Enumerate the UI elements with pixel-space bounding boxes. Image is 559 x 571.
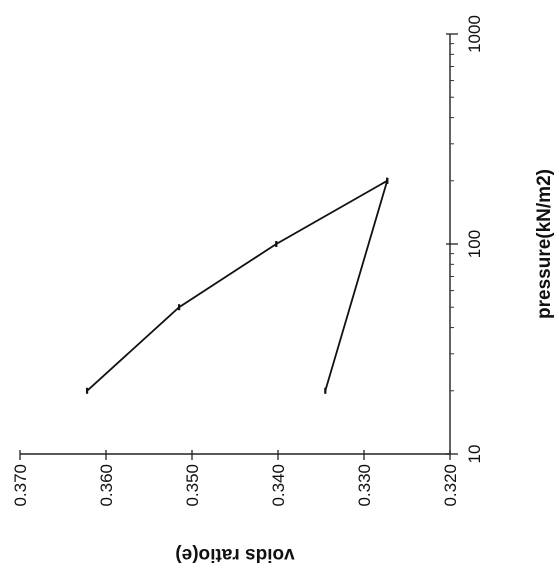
- x-tick-label: 100: [465, 230, 484, 258]
- x-tick-label: 1000: [465, 15, 484, 53]
- series-layer: [85, 177, 389, 394]
- y-axis-title: voids ratio(e): [175, 544, 294, 565]
- y-tick-label: 0.350: [183, 464, 202, 507]
- series-line: [324, 180, 389, 392]
- series-line: [86, 180, 388, 392]
- y-tick-label: 0.340: [269, 464, 288, 507]
- y-tick-label: 0.330: [355, 464, 374, 507]
- y-ticks: 0.320 0.330 0.340 0.350 0.360 0.370: [11, 450, 460, 507]
- y-tick-label: 0.370: [11, 464, 30, 507]
- x-tick-label: 10: [465, 445, 484, 464]
- y-tick-label: 0.360: [97, 464, 116, 507]
- x-ticks: 10 100 1000: [446, 15, 484, 463]
- y-tick-label: 0.320: [441, 464, 460, 507]
- chart-plot: 10 100 1000 0.320 0.330 0.340 0.350 0.360 0.370…: [11, 15, 555, 565]
- x-axis-title: pressure(kN/m2): [534, 169, 555, 319]
